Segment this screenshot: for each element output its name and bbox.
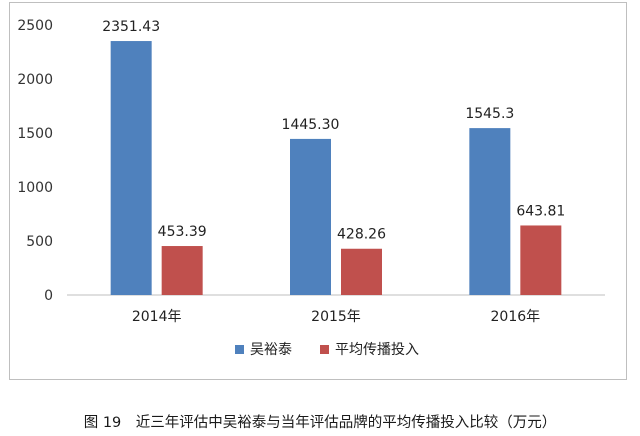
- bar-wuyutai-2: [290, 138, 331, 295]
- bar-chart: 0 500 1000 1500 2000 2500 2014年 2351.43 453.39 20…: [17, 18, 605, 358]
- data-label: 1445.30: [282, 117, 340, 133]
- bar-wuyutai-1: [110, 41, 152, 295]
- bar-wuyutai-3: [469, 128, 511, 295]
- y-tick-label: 2000: [17, 72, 53, 88]
- x-tick-label: 2016年: [491, 309, 541, 325]
- data-label: 643.81: [516, 203, 565, 219]
- y-tick-label: 1500: [17, 126, 53, 142]
- y-tick-label: 500: [26, 234, 53, 250]
- data-label: 428.26: [337, 227, 386, 243]
- bar-average-3: [520, 225, 562, 295]
- x-tick-label: 2015年: [311, 309, 361, 325]
- x-tick-label: 2014年: [132, 309, 182, 325]
- y-tick-label: 1000: [17, 180, 53, 196]
- bar-average-1: [161, 246, 203, 295]
- chart-frame: 0 500 1000 1500 2000 2500 2014年 2351.43 453.39 20…: [9, 2, 627, 380]
- legend-label: 平均传播投入: [335, 342, 419, 358]
- figure-caption: 图 19 近三年评估中吴裕泰与当年评估品牌的平均传播投入比较（万元）: [83, 415, 557, 431]
- legend-swatch: [320, 345, 329, 354]
- bar-average-2: [341, 248, 382, 295]
- y-tick-label: 2500: [17, 18, 53, 34]
- data-label: 2351.43: [102, 19, 160, 35]
- data-label: 1545.3: [465, 106, 514, 122]
- legend-swatch: [235, 345, 244, 354]
- y-tick-label: 0: [44, 288, 53, 304]
- legend-label: 吴裕泰: [250, 342, 292, 358]
- data-label: 453.39: [158, 224, 207, 240]
